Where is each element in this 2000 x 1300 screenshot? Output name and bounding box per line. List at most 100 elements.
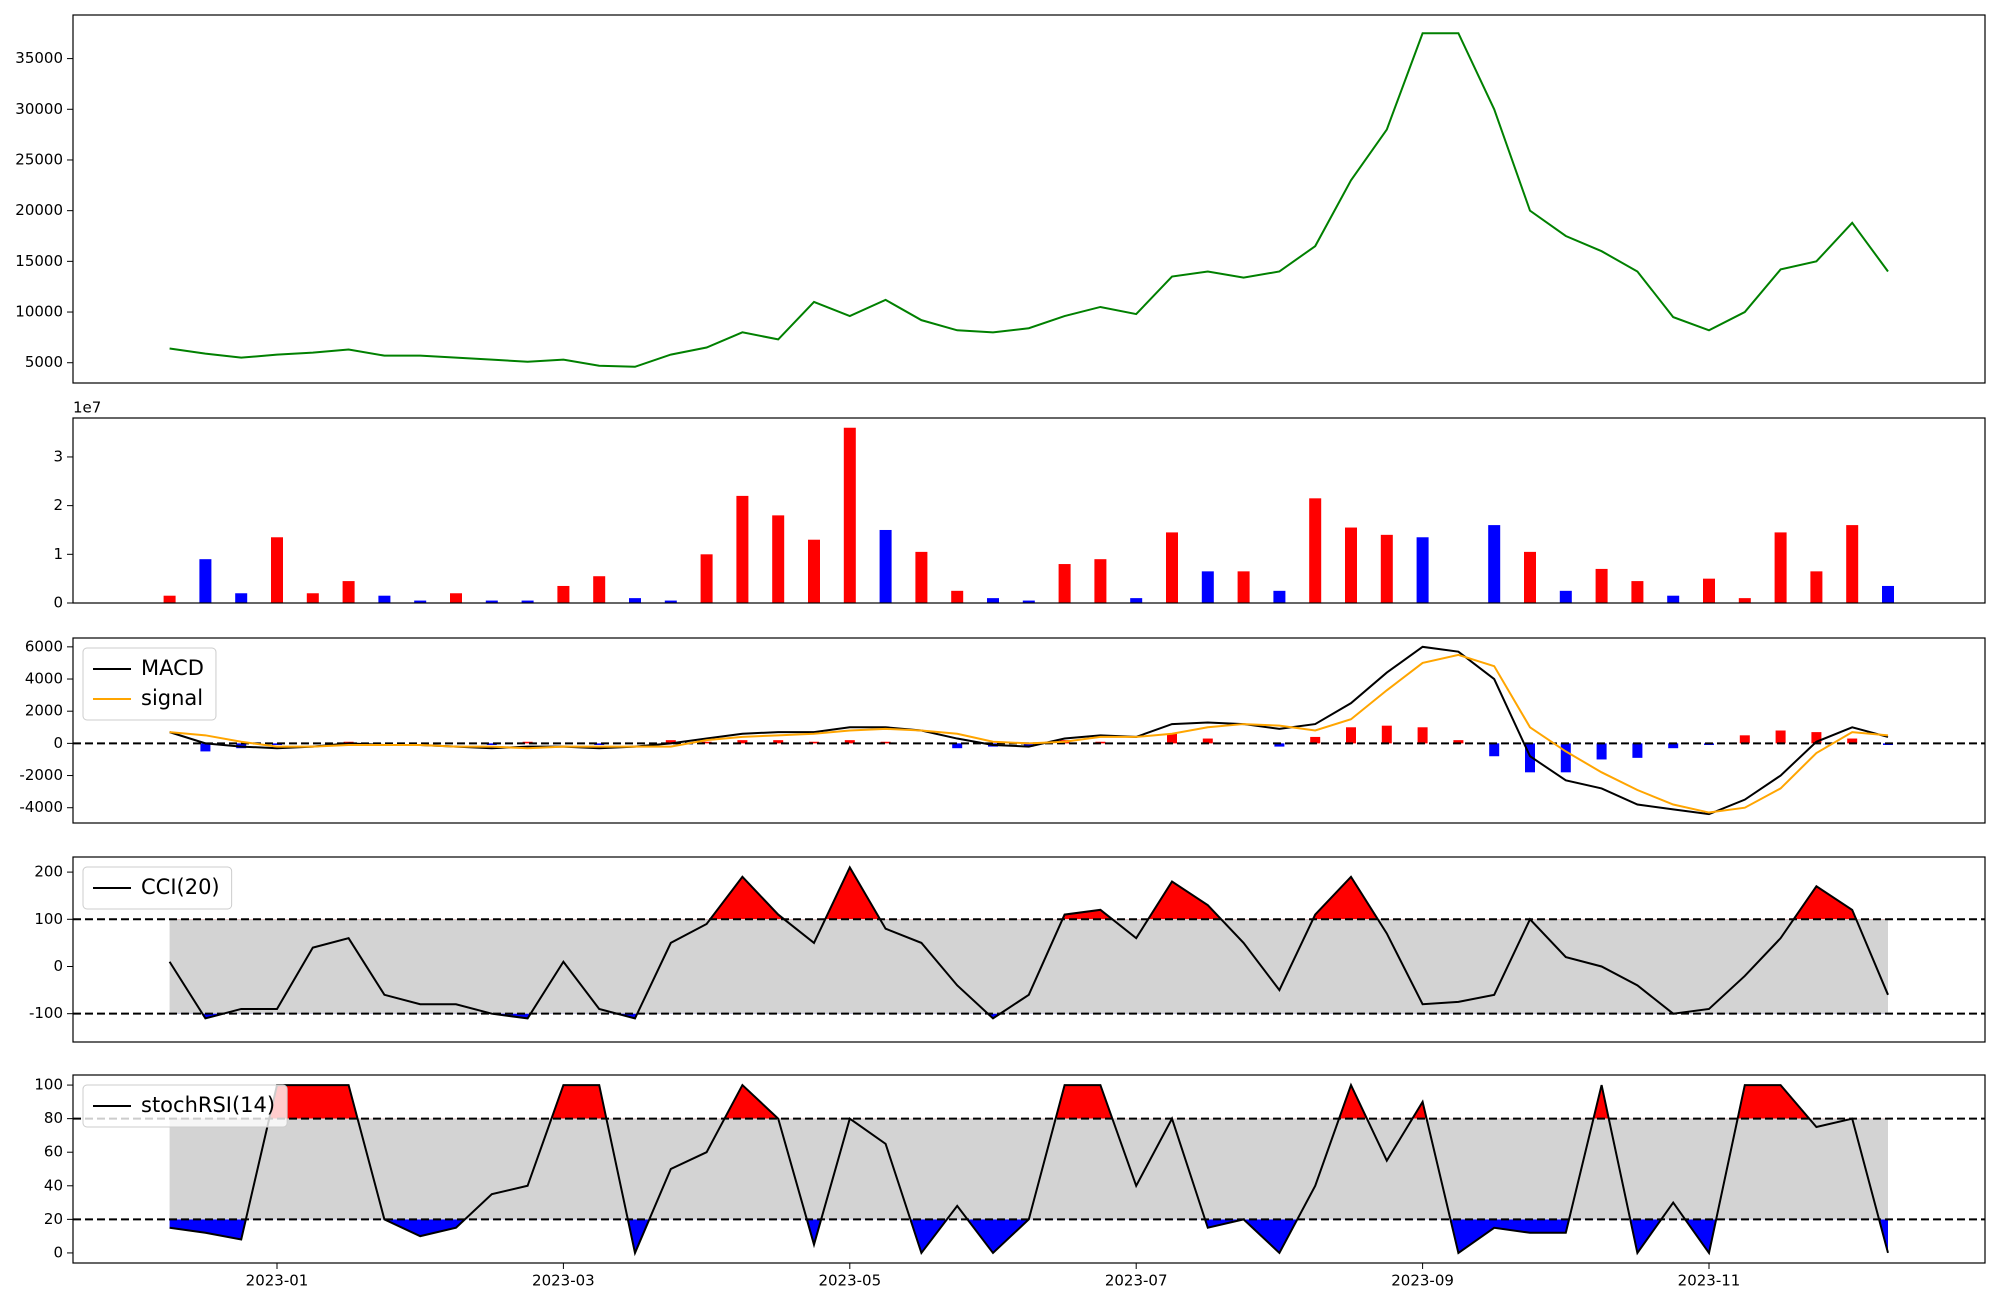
histogram-bar [200,743,211,752]
volume-bar [664,600,677,603]
histogram-bar [844,740,855,744]
y-tick-label: 6000 [25,637,63,655]
panel-frame [72,856,1986,1043]
series-line [169,653,1889,814]
legend-label: signal [141,686,203,710]
volume-bar [306,593,319,603]
y-tick-label: 2000 [25,702,63,720]
volume-bar [414,600,427,603]
volume-bar [1738,598,1751,603]
oversold-fill [169,1219,1888,1253]
histogram-bar [880,741,891,744]
volume-bar [557,585,570,603]
panel-frame [72,417,1986,604]
volume-bar [1524,551,1536,603]
volume-bar [1345,527,1357,603]
y-tick-label: -4000 [19,798,63,816]
histogram-bar [1381,725,1392,744]
histogram-bar [1202,738,1213,744]
volume-bar [1810,571,1823,603]
histogram-bar [1023,743,1034,747]
volume-bar [772,515,785,603]
y-tick-label: 20000 [15,201,63,219]
histogram-bar [1596,743,1607,760]
neutral-band [169,919,1889,1014]
x-tick-label: 2023-09 [1391,1272,1454,1290]
y-tick-label: 30000 [15,100,63,118]
volume-bar [951,590,964,603]
volume-bar [378,595,391,603]
volume-bar [1058,564,1071,603]
overbought-fill [169,1085,1888,1119]
histogram-bar [1167,733,1177,744]
volume-bar [1273,590,1286,603]
volume-bar [235,593,248,603]
series-line [169,645,1889,816]
y-tick-label: 3 [53,447,63,465]
histogram-bar [1632,743,1643,758]
volume-bar [1846,525,1859,603]
histogram-bar [1453,740,1464,744]
histogram-bar [486,743,497,745]
x-tick-label: 2023-07 [1105,1272,1168,1290]
volume-bar [1559,590,1572,603]
histogram-bar [1274,743,1285,747]
histogram-bar [594,743,605,745]
volume-bar [915,551,928,603]
volume-bar [1166,532,1178,603]
volume-bar [1380,534,1393,603]
x-tick-label: 2023-01 [246,1272,309,1290]
volume-bar [342,581,355,603]
legend: MACD signal [82,647,217,721]
panel-frame [72,14,1986,384]
series-line [169,1082,1889,1257]
volume-bar [987,598,999,603]
legend-label: stochRSI(14) [141,1093,275,1117]
x-tick-label: 2023-05 [818,1272,881,1290]
histogram-bar [1310,736,1321,744]
volume-bar [1667,595,1680,603]
histogram-bar [1847,738,1858,744]
histogram-bar [809,741,819,744]
histogram-bar [1346,727,1356,744]
volume-bar [593,576,606,603]
legend-label: MACD [141,656,204,680]
legend: stochRSI(14) [82,1084,288,1128]
x-tick-label: 2023-11 [1678,1272,1741,1290]
legend-box [82,866,233,910]
legend-box [82,647,217,721]
panel: -4000 -2000 0 2000 4000 6000 MACD signal [19,637,1986,824]
y-tick-label: 80 [44,1109,63,1127]
volume-bar [1237,571,1250,603]
y-tick-label: 100 [34,1076,63,1094]
y-tick-label: 0 [53,957,63,975]
volume-bar [1416,537,1429,603]
volume-bar [1882,585,1894,603]
volume-bar [199,559,212,603]
y-tick-label: 20 [44,1210,63,1228]
y-tick-label: -2000 [19,766,63,784]
histogram-bar [1811,732,1822,744]
y-tick-label: 15000 [15,252,63,270]
volume-bar [450,593,462,603]
y-tick-label: -100 [29,1004,63,1022]
volume-bar [485,600,498,603]
histogram-bar [1417,727,1428,744]
volume-bar [1201,571,1214,603]
y-tick-label: 200 [34,863,63,881]
volume-bar [1703,578,1715,603]
y-tick-label: 0 [53,1243,63,1261]
y-tick-label: 2 [53,496,63,514]
histogram-bar [952,743,963,749]
volume-bar [808,539,820,603]
volume-bar [843,427,856,603]
legend-box [82,1084,288,1128]
neutral-band [169,1118,1889,1220]
histogram-bar [1668,743,1679,749]
axis-offset-label: 1e7 [73,399,101,417]
histogram-bar [1739,735,1750,744]
volume-bar [1488,525,1501,603]
panel: 0 20 40 60 80 100 2023-01 2023-03 2023-05 2023-07… [34,1074,1986,1290]
histogram-bar [1489,743,1500,757]
